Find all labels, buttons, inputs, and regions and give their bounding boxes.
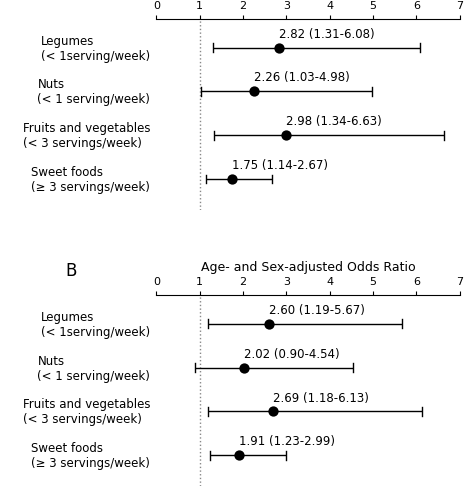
Text: 2.02 (0.90-4.54): 2.02 (0.90-4.54)	[244, 347, 339, 360]
Point	[282, 132, 289, 140]
Text: Nuts
(< 1 serving/week): Nuts (< 1 serving/week)	[37, 78, 150, 106]
Text: Fruits and vegetables
(< 3 servings/week): Fruits and vegetables (< 3 servings/week…	[23, 122, 150, 150]
Point	[240, 364, 248, 372]
Text: 2.82 (1.31-6.08): 2.82 (1.31-6.08)	[279, 28, 374, 41]
Text: Nuts
(< 1 serving/week): Nuts (< 1 serving/week)	[37, 354, 150, 382]
Text: 2.98 (1.34-6.63): 2.98 (1.34-6.63)	[285, 115, 381, 128]
Text: 2.60 (1.19-5.67): 2.60 (1.19-5.67)	[269, 304, 365, 316]
Point	[275, 45, 283, 53]
Point	[265, 320, 273, 328]
Text: A: A	[65, 0, 77, 4]
Title: Age- and Sex-adjusted Odds Ratio: Age- and Sex-adjusted Odds Ratio	[201, 261, 415, 274]
Point	[251, 88, 258, 96]
Text: Legumes
(< 1serving/week): Legumes (< 1serving/week)	[41, 35, 150, 63]
Text: Fruits and vegetables
(< 3 servings/week): Fruits and vegetables (< 3 servings/week…	[23, 398, 150, 426]
Text: Sweet foods
(≥ 3 servings/week): Sweet foods (≥ 3 servings/week)	[31, 441, 150, 469]
Text: Legumes
(< 1serving/week): Legumes (< 1serving/week)	[41, 310, 150, 338]
Text: Sweet foods
(≥ 3 servings/week): Sweet foods (≥ 3 servings/week)	[31, 166, 150, 193]
Text: 1.91 (1.23-2.99): 1.91 (1.23-2.99)	[239, 434, 335, 447]
Point	[236, 451, 243, 459]
Text: 2.26 (1.03-4.98): 2.26 (1.03-4.98)	[255, 71, 350, 84]
Point	[269, 408, 277, 416]
Text: 1.75 (1.14-2.67): 1.75 (1.14-2.67)	[232, 159, 328, 172]
Text: B: B	[65, 262, 77, 280]
Point	[228, 176, 236, 184]
Text: 2.69 (1.18-6.13): 2.69 (1.18-6.13)	[273, 391, 369, 404]
